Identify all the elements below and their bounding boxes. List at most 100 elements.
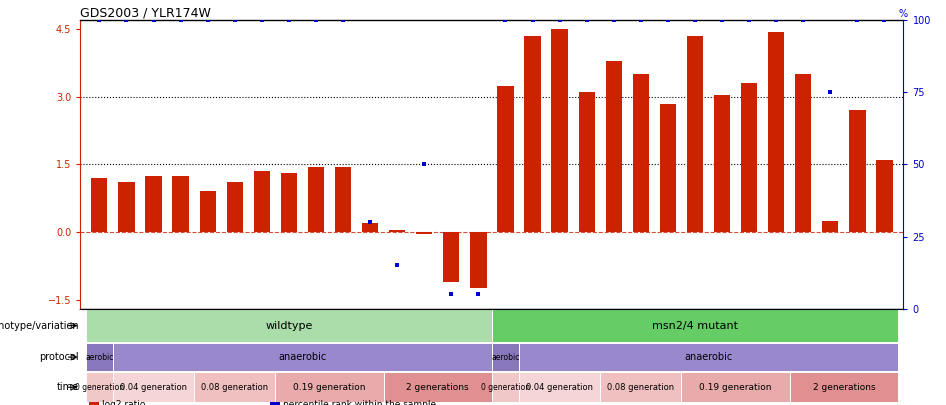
Bar	[796, 74, 812, 232]
Text: time: time	[57, 382, 79, 392]
Text: 0.19 generation: 0.19 generation	[293, 383, 366, 392]
Point	[877, 17, 892, 23]
Bar	[519, 343, 898, 371]
Point	[308, 17, 324, 23]
Bar	[492, 309, 898, 342]
Bar	[524, 36, 541, 232]
Bar	[741, 83, 757, 232]
Bar	[227, 182, 243, 232]
Text: aerobic: aerobic	[85, 353, 114, 362]
Bar	[89, 402, 98, 405]
Bar	[194, 372, 275, 402]
Bar	[492, 372, 519, 402]
Text: aerobic: aerobic	[491, 353, 519, 362]
Bar	[86, 343, 113, 371]
Bar	[714, 95, 730, 232]
Text: log2 ratio: log2 ratio	[102, 401, 145, 405]
Point	[688, 17, 703, 23]
Point	[227, 17, 242, 23]
Text: anaerobic: anaerobic	[278, 352, 326, 362]
Text: protocol: protocol	[39, 352, 79, 362]
Bar	[519, 372, 600, 402]
Point	[525, 17, 540, 23]
Point	[714, 17, 729, 23]
Bar	[281, 173, 297, 232]
Bar	[600, 372, 681, 402]
Text: 0.08 generation: 0.08 generation	[201, 383, 269, 392]
Point	[742, 17, 757, 23]
Point	[362, 219, 377, 225]
Point	[254, 17, 270, 23]
Text: 2 generations: 2 generations	[813, 383, 875, 392]
Text: msn2/4 mutant: msn2/4 mutant	[652, 321, 738, 330]
Text: 0 generation: 0 generation	[75, 383, 124, 392]
Bar	[443, 232, 460, 281]
Point	[606, 17, 622, 23]
Bar	[172, 176, 188, 232]
Bar	[254, 171, 270, 232]
Text: %: %	[899, 9, 908, 19]
Point	[552, 17, 568, 23]
Bar	[822, 221, 838, 232]
Point	[390, 262, 405, 269]
Bar	[86, 309, 492, 342]
Bar	[113, 372, 194, 402]
Point	[201, 17, 216, 23]
Point	[416, 161, 431, 168]
Text: 0.08 generation: 0.08 generation	[607, 383, 674, 392]
Bar	[633, 74, 649, 232]
Bar	[876, 160, 893, 232]
Point	[146, 17, 161, 23]
Bar	[362, 223, 378, 232]
Bar	[307, 167, 324, 232]
Text: 2 generations: 2 generations	[407, 383, 469, 392]
Text: GDS2003 / YLR174W: GDS2003 / YLR174W	[80, 6, 211, 19]
Bar	[113, 343, 492, 371]
Point	[579, 17, 594, 23]
Text: 0.19 generation: 0.19 generation	[699, 383, 772, 392]
Point	[471, 291, 486, 297]
Point	[92, 17, 107, 23]
Text: genotype/variation: genotype/variation	[0, 321, 79, 330]
Bar	[687, 36, 703, 232]
Text: 0 generation: 0 generation	[481, 383, 530, 392]
Bar	[86, 372, 113, 402]
Point	[633, 17, 648, 23]
Bar	[470, 232, 486, 288]
Bar	[850, 110, 866, 232]
Text: percentile rank within the sample: percentile rank within the sample	[283, 401, 436, 405]
Point	[173, 17, 188, 23]
Point	[660, 17, 675, 23]
Point	[850, 17, 865, 23]
Bar	[200, 192, 216, 232]
Bar	[498, 85, 514, 232]
Point	[119, 17, 134, 23]
Bar	[389, 230, 405, 232]
Bar	[91, 178, 108, 232]
Point	[336, 17, 351, 23]
Bar	[335, 167, 351, 232]
Bar	[275, 372, 384, 402]
Bar	[384, 372, 492, 402]
Point	[498, 17, 513, 23]
Bar	[552, 29, 568, 232]
Point	[768, 17, 783, 23]
Bar	[790, 372, 898, 402]
Bar	[681, 372, 790, 402]
Bar	[118, 182, 134, 232]
Bar	[492, 343, 519, 371]
Point	[796, 17, 811, 23]
Bar	[659, 104, 676, 232]
Bar	[768, 32, 784, 232]
Point	[823, 89, 838, 96]
Bar	[270, 402, 280, 405]
Text: 0.04 generation: 0.04 generation	[120, 383, 187, 392]
Point	[281, 17, 296, 23]
Text: wildtype: wildtype	[265, 321, 312, 330]
Text: 0.04 generation: 0.04 generation	[526, 383, 593, 392]
Point	[444, 291, 459, 297]
Bar	[579, 92, 595, 232]
Bar	[416, 232, 432, 234]
Bar	[605, 61, 622, 232]
Text: anaerobic: anaerobic	[684, 352, 732, 362]
